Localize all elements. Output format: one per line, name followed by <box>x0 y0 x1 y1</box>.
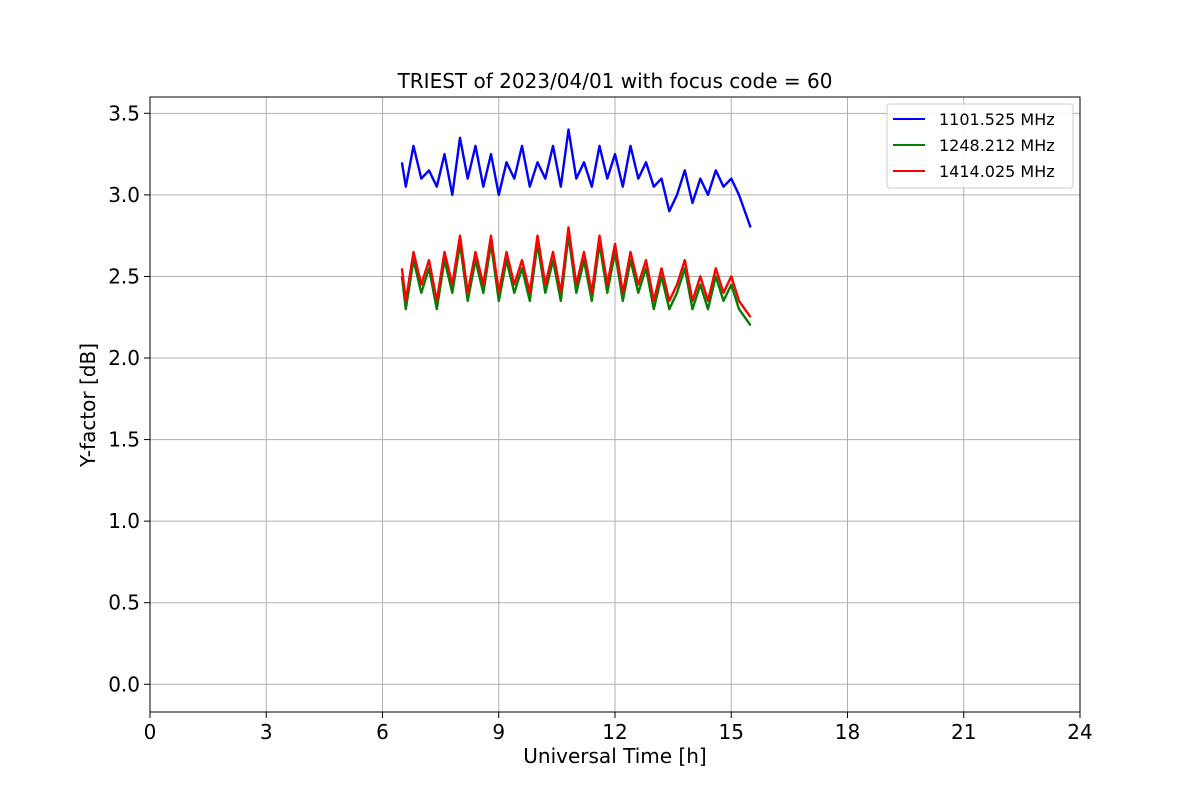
y-tick-label: 1.0 <box>108 509 140 533</box>
series-line-2 <box>400 226 752 318</box>
x-axis-label: Universal Time [h] <box>523 744 706 768</box>
x-tick-label: 12 <box>602 720 627 744</box>
tick-layer: 0 3 6 9 12 15 18 21 24 0.0 0.5 1.0 1.5 2.0 2.5 3.0 3.5 <box>108 101 1093 744</box>
x-tick-label: 15 <box>719 720 744 744</box>
y-tick-label: 2.0 <box>108 346 140 370</box>
chart-title: TRIEST of 2023/04/01 with focus code = 6… <box>397 69 833 93</box>
y-axis-label: Y-factor [dB] <box>76 343 100 468</box>
series-line-0 <box>400 128 752 228</box>
x-tick-label: 0 <box>144 720 157 744</box>
legend: 1101.525 MHz 1248.212 MHz 1414.025 MHz <box>886 103 1074 189</box>
x-tick-label: 9 <box>492 720 505 744</box>
series-layer <box>400 128 752 327</box>
x-tick-label: 24 <box>1067 720 1092 744</box>
legend-entry-1: 1248.212 MHz <box>939 136 1055 155</box>
x-tick-label: 21 <box>951 720 976 744</box>
y-tick-label: 0.5 <box>108 591 140 615</box>
y-tick-label: 3.5 <box>108 101 140 125</box>
legend-box <box>886 103 1074 189</box>
y-tick-label: 3.0 <box>108 183 140 207</box>
y-tick-label: 1.5 <box>108 428 140 452</box>
x-tick-label: 6 <box>376 720 389 744</box>
y-tick-label: 2.5 <box>108 264 140 288</box>
legend-entry-0: 1101.525 MHz <box>939 110 1055 129</box>
y-tick-label: 0.0 <box>108 672 140 696</box>
legend-entry-2: 1414.025 MHz <box>939 162 1055 181</box>
x-tick-label: 18 <box>835 720 860 744</box>
x-tick-label: 3 <box>260 720 273 744</box>
